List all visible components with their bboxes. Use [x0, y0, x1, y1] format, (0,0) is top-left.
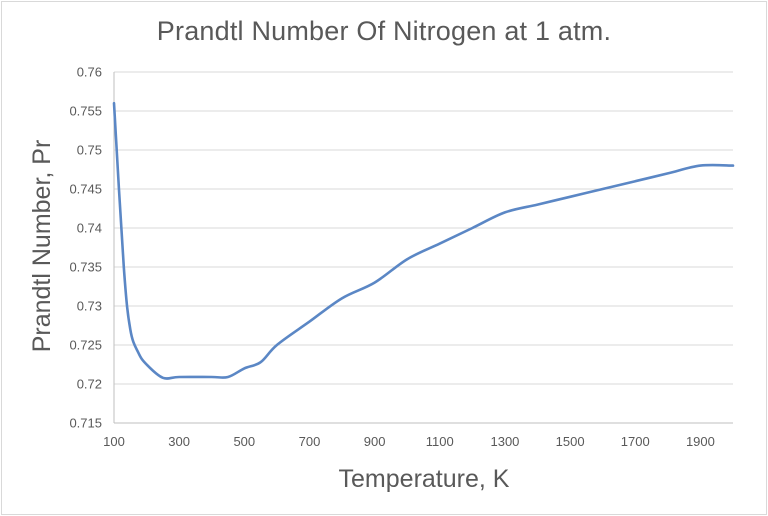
gridlines — [114, 71, 733, 385]
y-tick-label: 0.75 — [77, 143, 102, 158]
y-tick-label: 0.73 — [77, 299, 102, 314]
x-tick-label: 700 — [299, 434, 321, 449]
x-tick-label: 300 — [168, 434, 190, 449]
chart-title: Prandtl Number Of Nitrogen at 1 atm. — [156, 16, 612, 46]
x-tick-label: 500 — [233, 434, 255, 449]
y-axis-ticks: 0.715 0.72 0.725 0.73 0.735 0.74 0.745 0.75 0.75… — [69, 65, 102, 431]
x-tick-label: 900 — [364, 434, 386, 449]
x-axis-title: Temperature, K — [339, 465, 510, 493]
x-tick-label: 100 — [103, 434, 125, 449]
y-tick-label: 0.74 — [77, 221, 102, 236]
x-tick-label: 1900 — [686, 434, 715, 449]
y-tick-label: 0.755 — [69, 104, 102, 119]
x-tick-label: 1300 — [490, 434, 519, 449]
y-tick-label: 0.725 — [69, 338, 102, 353]
series-line-prandtl — [112, 101, 735, 380]
y-tick-label: 0.745 — [69, 182, 102, 197]
y-axis-title: Prandtl Number, Pr — [28, 140, 56, 353]
x-tick-label: 1700 — [621, 434, 650, 449]
y-tick-label: 0.76 — [77, 65, 102, 80]
x-axis-ticks: 100 300 500 700 900 1100 1300 1500 1700 1900 — [103, 434, 715, 449]
x-tick-label: 1500 — [556, 434, 585, 449]
y-tick-label: 0.715 — [69, 416, 102, 431]
y-tick-label: 0.735 — [69, 260, 102, 275]
y-tick-label: 0.72 — [77, 377, 102, 392]
x-tick-label: 1100 — [426, 434, 454, 449]
